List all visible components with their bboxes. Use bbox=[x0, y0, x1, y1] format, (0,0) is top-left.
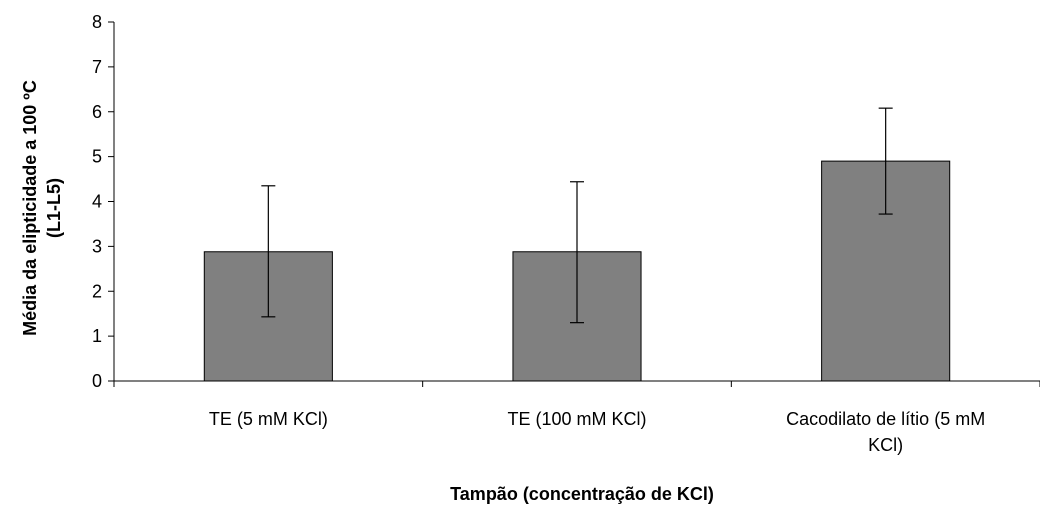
x-tick-label: Cacodilato de lítio (5 mM KCl) bbox=[786, 409, 985, 455]
y-axis-title: Média da elipticidade a 100 ºC (L1-L5) bbox=[20, 80, 64, 336]
x-tick-label-line: KCl) bbox=[868, 435, 903, 455]
x-tick-labels: TE (5 mM KCl) TE (100 mM KCl) Cacodilato d… bbox=[209, 409, 985, 455]
y-tick-label: 4 bbox=[92, 192, 102, 212]
x-axis-title: Tampão (concentração de KCl) bbox=[450, 484, 714, 504]
x-tick-label-line: TE (100 mM KCl) bbox=[507, 409, 646, 429]
x-tick-label: TE (5 mM KCl) bbox=[209, 409, 328, 429]
y-tick-label: 8 bbox=[92, 12, 102, 32]
x-axis bbox=[113, 380, 1040, 387]
y-axis: 0 1 2 3 4 5 6 7 8 bbox=[92, 12, 115, 391]
y-axis-title-line: (L1-L5) bbox=[44, 178, 64, 238]
x-tick-label: TE (100 mM KCl) bbox=[507, 409, 646, 429]
y-axis-title-line: Média da elipticidade a 100 ºC bbox=[20, 80, 40, 336]
x-tick-label-line: TE (5 mM KCl) bbox=[209, 409, 328, 429]
error-bars bbox=[261, 107, 893, 324]
y-tick-label: 5 bbox=[92, 147, 102, 167]
y-tick-label: 7 bbox=[92, 57, 102, 77]
y-tick-label: 1 bbox=[92, 326, 102, 346]
y-tick-label: 3 bbox=[92, 236, 102, 256]
y-tick-label: 6 bbox=[92, 102, 102, 122]
x-tick-label-line: Cacodilato de lítio (5 mM bbox=[786, 409, 985, 429]
y-tick-label: 0 bbox=[92, 371, 102, 391]
bars bbox=[203, 160, 951, 382]
y-tick-label: 2 bbox=[92, 281, 102, 301]
